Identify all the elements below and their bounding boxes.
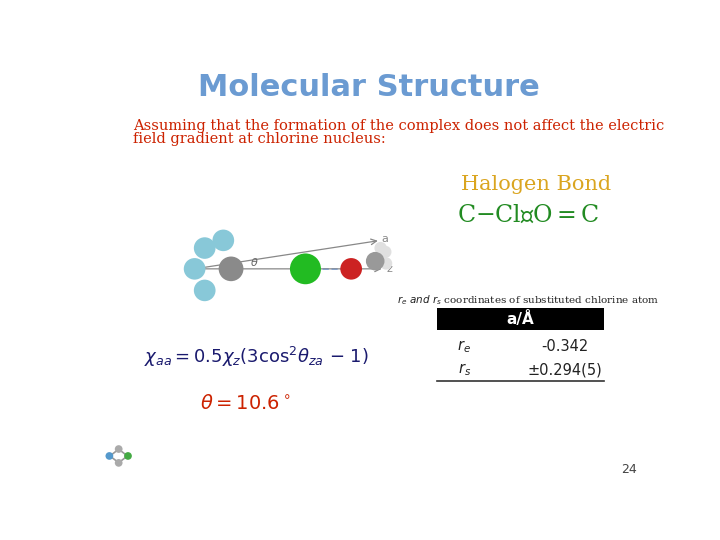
Text: ±0.294(5): ±0.294(5) xyxy=(528,362,603,377)
Circle shape xyxy=(379,246,392,258)
Text: a: a xyxy=(382,234,388,244)
Text: $\mathdefault{C{-}Cl{\cdots}O{=}C}$: $\mathdefault{C{-}Cl{\cdots}O{=}C}$ xyxy=(456,204,599,226)
Circle shape xyxy=(184,258,205,280)
Text: z: z xyxy=(386,264,392,274)
Circle shape xyxy=(366,252,384,271)
Text: $\theta$: $\theta$ xyxy=(250,256,258,268)
Circle shape xyxy=(212,230,234,251)
Circle shape xyxy=(219,256,243,281)
Text: Halogen Bond: Halogen Bond xyxy=(461,174,611,194)
Circle shape xyxy=(194,280,215,301)
Text: $r_e$: $r_e$ xyxy=(457,338,472,355)
Text: $r_s$: $r_s$ xyxy=(458,361,471,378)
Circle shape xyxy=(106,452,113,460)
Text: a/Å: a/Å xyxy=(507,311,534,327)
Text: -0.342: -0.342 xyxy=(541,339,589,354)
Text: field gradient at chlorine nucleus:: field gradient at chlorine nucleus: xyxy=(132,132,385,146)
Circle shape xyxy=(374,242,387,254)
Circle shape xyxy=(341,258,362,280)
Text: Assuming that the formation of the complex does not affect the electric: Assuming that the formation of the compl… xyxy=(132,119,664,133)
Text: 24: 24 xyxy=(621,463,636,476)
Bar xyxy=(437,308,604,330)
Text: Molecular Structure: Molecular Structure xyxy=(198,73,540,103)
Circle shape xyxy=(290,253,321,284)
Text: $\chi_{aa} = 0.5\chi_z(3\mathrm{cos}^2\theta_{za}\ \mathrm{-}\ 1)$: $\chi_{aa} = 0.5\chi_z(3\mathrm{cos}^2\t… xyxy=(144,346,369,369)
Circle shape xyxy=(194,237,215,259)
Circle shape xyxy=(124,452,132,460)
Circle shape xyxy=(380,257,392,269)
Text: $r_e$ $and$ $r_s$ coordinates of substituted chlorine atom: $r_e$ $and$ $r_s$ coordinates of substit… xyxy=(397,293,659,307)
Text: $\theta = 10.6^\circ$: $\theta = 10.6^\circ$ xyxy=(199,394,290,413)
Circle shape xyxy=(114,459,122,467)
Circle shape xyxy=(114,445,122,453)
